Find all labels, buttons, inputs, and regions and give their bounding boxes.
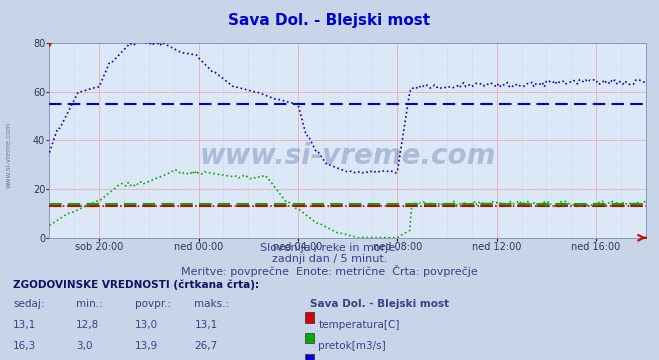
Text: sedaj:: sedaj: xyxy=(13,299,45,309)
Text: 26,7: 26,7 xyxy=(194,341,217,351)
Text: Sava Dol. - Blejski most: Sava Dol. - Blejski most xyxy=(229,13,430,28)
Text: 13,0: 13,0 xyxy=(135,320,158,330)
Text: www.si-vreme.com: www.si-vreme.com xyxy=(5,122,11,188)
Text: www.si-vreme.com: www.si-vreme.com xyxy=(200,142,496,170)
Text: 3,0: 3,0 xyxy=(76,341,92,351)
Text: 16,3: 16,3 xyxy=(13,341,36,351)
Text: maks.:: maks.: xyxy=(194,299,229,309)
Text: 13,1: 13,1 xyxy=(194,320,217,330)
Text: min.:: min.: xyxy=(76,299,103,309)
Text: ZGODOVINSKE VREDNOSTI (črtkana črta):: ZGODOVINSKE VREDNOSTI (črtkana črta): xyxy=(13,279,259,289)
Text: povpr.:: povpr.: xyxy=(135,299,171,309)
Text: pretok[m3/s]: pretok[m3/s] xyxy=(318,341,386,351)
Text: zadnji dan / 5 minut.: zadnji dan / 5 minut. xyxy=(272,254,387,264)
Text: Sava Dol. - Blejski most: Sava Dol. - Blejski most xyxy=(310,299,449,309)
Text: temperatura[C]: temperatura[C] xyxy=(318,320,400,330)
Text: 13,9: 13,9 xyxy=(135,341,158,351)
Text: Slovenija / reke in morje.: Slovenija / reke in morje. xyxy=(260,243,399,253)
Text: 12,8: 12,8 xyxy=(76,320,99,330)
Text: Meritve: povprečne  Enote: metrične  Črta: povprečje: Meritve: povprečne Enote: metrične Črta:… xyxy=(181,265,478,276)
Text: 13,1: 13,1 xyxy=(13,320,36,330)
